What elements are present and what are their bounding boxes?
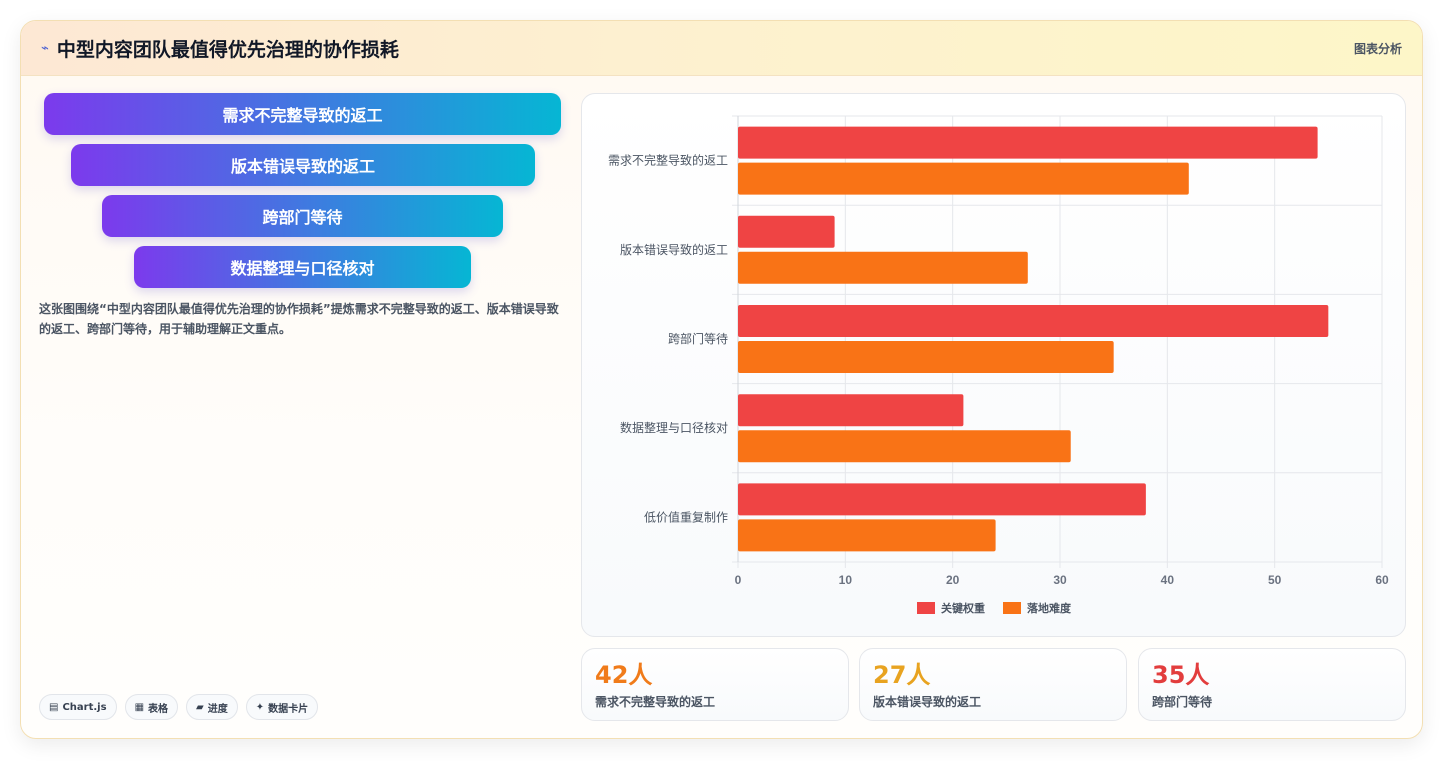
chart-analysis-tag: 图表分析: [1353, 41, 1402, 56]
bar-key-weight: [738, 483, 1146, 516]
x-tick-label: 30: [1053, 573, 1067, 587]
stat-value: 42人: [595, 661, 653, 689]
chip-label: 进度: [207, 703, 228, 715]
chip-chartjs[interactable]: ▤ Chart.js: [39, 694, 117, 720]
feature-chips: ▤ Chart.js ▦ 表格 ▰ 进度 ✦ 数据卡片: [39, 694, 319, 720]
y-category-label: 数据整理与口径核对: [620, 420, 728, 435]
chip-label: 数据卡片: [268, 703, 309, 715]
funnel-step-1: 需求不完整导致的返工: [44, 93, 561, 135]
bar-chart: 0 10 20 30 40 50 60 需求不完整导致的返工版本错误导致的返工跨部门等待数据整…: [608, 115, 1389, 615]
stat-label: 需求不完整导致的返工: [595, 695, 716, 709]
bar-difficulty: [738, 519, 996, 552]
bar-key-weight: [738, 305, 1329, 337]
stat-value: 27人: [873, 661, 931, 689]
stat-card-3: 35人 跨部门等待: [1138, 648, 1406, 721]
chart-card: ⌁ 中型内容团队最值得优先治理的协作损耗 图表分析 需求不完整导致的返工 版本错…: [20, 20, 1423, 739]
x-tick-label: 40: [1161, 573, 1175, 587]
card-header: ⌁ 中型内容团队最值得优先治理的协作损耗 图表分析: [21, 21, 1422, 76]
x-tick-label: 0: [735, 573, 742, 587]
progress-icon: ▰: [196, 701, 204, 713]
y-category-label: 需求不完整导致的返工: [608, 153, 728, 168]
bar-difficulty: [738, 162, 1189, 195]
x-tick-label: 10: [839, 573, 853, 587]
bar-key-weight: [738, 394, 964, 427]
chip-progress[interactable]: ▰ 进度: [186, 694, 238, 720]
table-icon: ▦: [134, 701, 145, 713]
chip-data-card[interactable]: ✦ 数据卡片: [245, 694, 319, 720]
x-tick-label: 20: [946, 573, 960, 587]
funnel-step-4: 数据整理与口径核对: [134, 246, 471, 288]
page-title: 中型内容团队最值得优先治理的协作损耗: [56, 38, 399, 61]
chip-label: 表格: [148, 703, 169, 715]
chip-label: Chart.js: [62, 701, 107, 713]
chart-trend-icon: ⌁: [41, 40, 49, 56]
funnel-step-3: 跨部门等待: [102, 195, 503, 237]
bar-key-weight: [738, 215, 835, 248]
x-tick-label: 60: [1375, 573, 1389, 587]
chip-table[interactable]: ▦ 表格: [124, 694, 179, 720]
legend-swatch: [1003, 602, 1021, 614]
stat-label: 版本错误导致的返工: [873, 695, 982, 709]
funnel-step-2: 版本错误导致的返工: [71, 144, 535, 186]
stat-card-2: 27人 版本错误导致的返工: [859, 648, 1127, 721]
stat-label: 跨部门等待: [1152, 695, 1213, 709]
bar-difficulty: [738, 341, 1114, 373]
stat-card-1: 42人 需求不完整导致的返工: [581, 648, 849, 721]
chart-icon: ▤: [49, 701, 59, 713]
legend-label: 落地难度: [1027, 601, 1072, 615]
chart-description: 这张图围绕“中型内容团队最值得优先治理的协作损耗”提炼需求不完整导致的返工、版本…: [39, 302, 559, 336]
bar-difficulty: [738, 251, 1028, 284]
sparkle-icon: ✦: [255, 701, 265, 713]
y-category-label: 跨部门等待: [668, 331, 728, 346]
stat-value: 35人: [1152, 661, 1210, 689]
y-category-label: 低价值重复制作: [644, 509, 728, 524]
legend-label: 关键权重: [941, 601, 985, 615]
legend-swatch: [917, 602, 935, 614]
y-category-label: 版本错误导致的返工: [620, 242, 728, 257]
chart-panel: 0 10 20 30 40 50 60 需求不完整导致的返工版本错误导致的返工跨部门等待数据整…: [581, 93, 1406, 637]
x-tick-label: 50: [1268, 573, 1282, 587]
bar-key-weight: [738, 126, 1318, 159]
bar-difficulty: [738, 430, 1071, 463]
